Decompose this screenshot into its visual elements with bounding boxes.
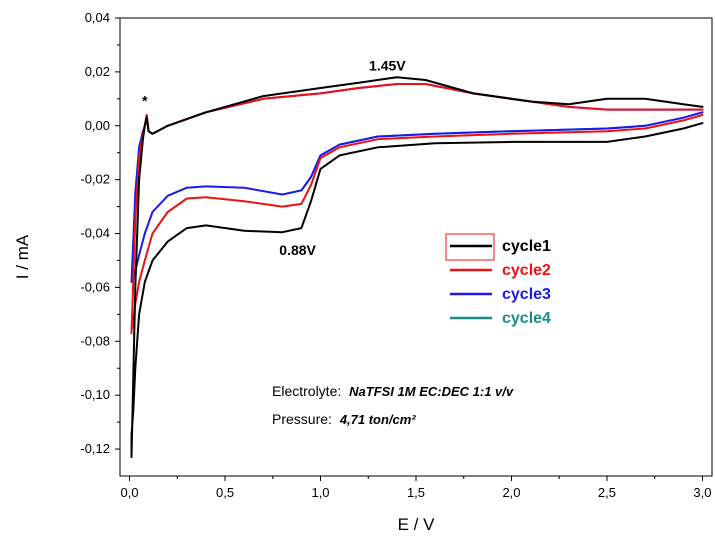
pressure-value: 4,71 ton/cm² <box>339 412 417 427</box>
x-tick-label: 2,0 <box>502 485 520 500</box>
svg-text:Pressure: 4,71 ton/cm²: Pressure: 4,71 ton/cm² <box>272 411 416 427</box>
series-line-cycle1 <box>130 76 704 459</box>
y-tick-label: -0,02 <box>80 172 110 187</box>
y-tick-label: 0,04 <box>85 10 110 25</box>
legend-label-cycle1: cycle1 <box>502 238 551 255</box>
legend: cycle1 cycle2 cycle3 cycle4 <box>445 233 551 327</box>
x-tick-label: 1,0 <box>311 485 329 500</box>
electrolyte-value: NaTFSI 1M EC:DEC 1:1 v/v <box>349 384 514 399</box>
pressure-label: Pressure: <box>272 411 332 427</box>
x-axis-ticks: 0,0 0,5 1,0 1,5 2,0 2,5 3,0 <box>121 476 711 500</box>
x-tick-label: 1,5 <box>407 485 425 500</box>
y-tick-label: -0,08 <box>80 333 110 348</box>
y-axis-title: I / mA <box>13 234 32 279</box>
plot-frame <box>119 17 713 477</box>
asterisk-marker: * <box>142 93 148 109</box>
x-tick-label: 2,5 <box>598 485 616 500</box>
y-tick-label: -0,06 <box>80 279 110 294</box>
svg-text:Electrolyte: NaTFSI 1M E: Electrolyte: NaTFSI 1M EC:DEC 1:1 v/v <box>272 383 514 399</box>
x-tick-label: 0,5 <box>216 485 234 500</box>
legend-items: cycle1 cycle2 cycle3 cycle4 <box>450 238 551 327</box>
legend-label-cycle4: cycle4 <box>502 310 551 327</box>
x-tick-label: 0,0 <box>121 485 139 500</box>
electrolyte-label: Electrolyte: <box>272 383 341 399</box>
y-tick-label: -0,04 <box>80 226 110 241</box>
series-line-cycle3 <box>130 83 704 283</box>
series-line-cycle2 <box>130 83 704 335</box>
x-tick-label: 3,0 <box>693 485 711 500</box>
x-axis-title: E / V <box>398 515 436 534</box>
y-tick-label: -0,10 <box>80 387 110 402</box>
series-lines <box>130 76 704 459</box>
y-tick-label: 0,02 <box>85 64 110 79</box>
legend-label-cycle2: cycle2 <box>502 262 551 279</box>
peak-label: 0.88V <box>279 242 316 258</box>
y-tick-label: 0,00 <box>85 118 110 133</box>
y-axis-ticks: 0,04 0,02 0,00 -0,02 -0,04 -0,06 -0,08 -0,10 -0,… <box>80 10 120 456</box>
peak-annotations: 1.45V 0.88V * <box>142 58 406 259</box>
legend-label-cycle3: cycle3 <box>502 286 551 303</box>
peak-label: 1.45V <box>369 58 406 74</box>
legend-highlight-box <box>445 233 495 261</box>
y-tick-label: -0,12 <box>80 441 110 456</box>
experiment-info: Electrolyte: NaTFSI 1M EC:DEC 1:1 v/v Pr… <box>272 383 514 427</box>
